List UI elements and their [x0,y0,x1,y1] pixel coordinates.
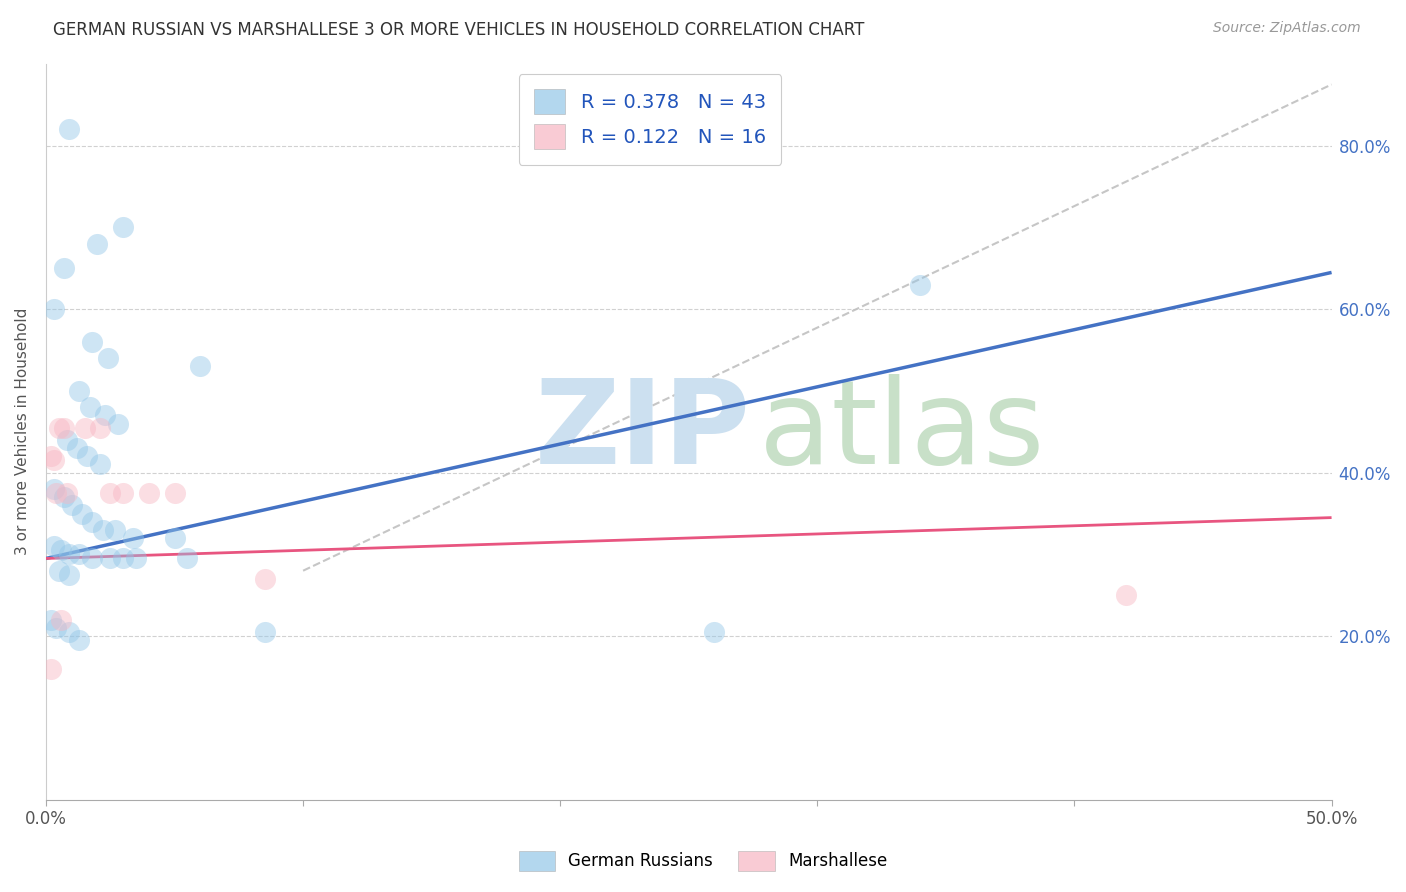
Point [51,613,73,627]
Point [52,261,75,276]
Point [66,441,89,455]
Text: ZIP: ZIP [534,375,751,490]
Point [67,384,90,398]
Point [253,572,276,586]
Point [67,633,90,648]
Point [104,523,127,537]
Point [163,531,186,545]
Point [112,220,135,235]
Point [253,625,276,640]
Point [67,547,90,561]
Point [42,453,65,467]
Point [138,486,160,500]
Point [98,551,121,566]
Point [82,515,104,529]
Point [76,450,98,464]
Point [60,499,83,513]
Point [52,490,75,504]
Legend: R = 0.378   N = 43, R = 0.122   N = 16: R = 0.378 N = 43, R = 0.122 N = 16 [519,74,782,165]
Point [58,625,80,640]
Point [52,420,75,434]
Point [39,662,62,676]
Point [58,547,80,561]
Point [58,122,80,136]
Point [86,236,108,251]
Text: atlas: atlas [534,375,1045,490]
Point [89,458,111,472]
Point [703,625,725,640]
Point [908,277,931,292]
Y-axis label: 3 or more Vehicles in Household: 3 or more Vehicles in Household [15,308,30,556]
Point [125,551,148,566]
Point [1115,588,1137,602]
Point [48,420,70,434]
Point [188,359,211,374]
Point [55,486,77,500]
Point [82,334,104,349]
Point [42,302,65,317]
Point [176,551,198,566]
Point [89,420,111,434]
Point [58,567,80,582]
Point [112,486,135,500]
Point [163,486,186,500]
Point [107,417,129,431]
Text: Source: ZipAtlas.com: Source: ZipAtlas.com [1213,21,1361,35]
Point [70,507,93,521]
Point [91,523,114,537]
Point [39,450,62,464]
Point [48,564,70,578]
Point [39,613,62,627]
Text: GERMAN RUSSIAN VS MARSHALLESE 3 OR MORE VEHICLES IN HOUSEHOLD CORRELATION CHART: GERMAN RUSSIAN VS MARSHALLESE 3 OR MORE … [53,21,865,38]
Point [122,531,145,545]
Point [73,420,96,434]
Point [55,433,77,447]
Point [45,486,67,500]
Point [98,486,121,500]
Point [82,551,104,566]
Point [45,621,67,635]
Legend: German Russians, Marshallese: German Russians, Marshallese [510,842,896,880]
Point [112,551,135,566]
Point [42,482,65,496]
Point [42,539,65,553]
Point [94,409,117,423]
Point [51,543,73,558]
Point [97,351,120,366]
Point [79,401,101,415]
